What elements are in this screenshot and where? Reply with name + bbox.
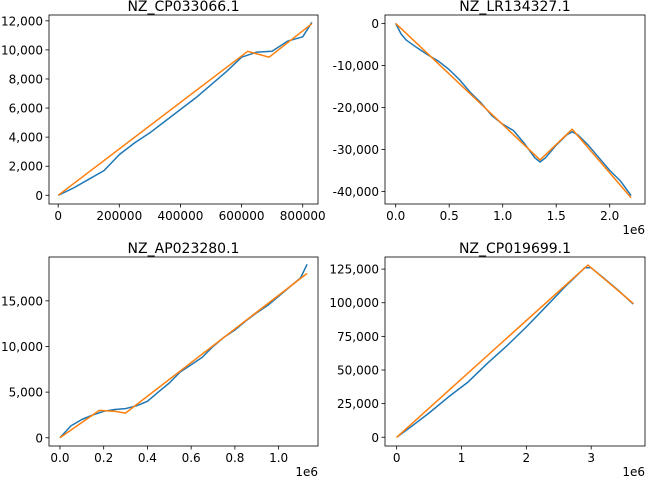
x-tick-label: 0 <box>393 451 401 465</box>
x-tick-label: 400000 <box>158 209 204 223</box>
subplot-3: 0.0 0.2 0.4 0.6 0.8 1.0 0 5,000 10,000 15,000 NZ_A… <box>1 241 319 477</box>
x-offset-label: 1e6 <box>295 465 318 477</box>
x-tick-label: 200000 <box>96 209 142 223</box>
y-tick-label: 25,000 <box>337 397 379 411</box>
x-tick-label: 2 <box>523 451 531 465</box>
series-line-1 <box>57 21 313 196</box>
x-tick-label: 0.0 <box>386 209 405 223</box>
y-tick-label: 6,000 <box>9 102 43 116</box>
x-tick-label: 1.5 <box>547 209 566 223</box>
y-tick-label: 5,000 <box>9 386 43 400</box>
subplot-title: NZ_CP019699.1 <box>459 241 571 257</box>
x-offset-label: 1e6 <box>622 223 645 237</box>
y-tick-label: 0 <box>35 189 43 203</box>
x-tick-label: 0.5 <box>440 209 459 223</box>
x-tick-label: 3 <box>587 451 595 465</box>
y-tick-label: 50,000 <box>337 363 379 377</box>
axes-frame <box>384 14 646 205</box>
series-line-2 <box>395 22 632 199</box>
y-tick-label: 10,000 <box>1 43 43 57</box>
axes-frame <box>48 14 319 205</box>
x-tick-label: 800000 <box>280 209 326 223</box>
x-tick-label: 1.0 <box>269 451 288 465</box>
x-tick-label: 2.0 <box>600 209 619 223</box>
y-tick-label: 0 <box>35 431 43 445</box>
subplot-4: 0 1 2 3 0 25,000 50,000 75,000 100,000 125,000 NZ_… <box>329 241 646 477</box>
series-line-1 <box>396 267 634 438</box>
subplot-1: 0 200000 400000 600000 800000 0 2,000 4,000 6,00… <box>1 0 326 223</box>
series-line-1 <box>59 263 308 439</box>
series-line-2 <box>59 272 308 439</box>
x-tick-label: 1.0 <box>493 209 512 223</box>
axes-frame <box>384 256 646 447</box>
y-tick-label: 75,000 <box>337 330 379 344</box>
y-tick-label: 15,000 <box>1 294 43 308</box>
x-tick-label: 1 <box>458 451 466 465</box>
y-tick-label: 10,000 <box>1 340 43 354</box>
subplot-2: 0.0 0.5 1.0 1.5 2.0 0 -10,000 -20,000 -30,000 -40… <box>333 0 646 237</box>
y-tick-label: 0 <box>371 431 379 445</box>
y-tick-label: 12,000 <box>1 14 43 28</box>
x-tick-label: 0.4 <box>138 451 157 465</box>
y-tick-label: 0 <box>371 17 379 31</box>
y-tick-label: -30,000 <box>333 143 379 157</box>
x-tick-label: 0.0 <box>50 451 69 465</box>
x-tick-label: 0.8 <box>225 451 244 465</box>
y-tick-label: -40,000 <box>333 185 379 199</box>
x-tick-label: 600000 <box>219 209 265 223</box>
y-tick-label: 2,000 <box>9 160 43 174</box>
x-tick-label: 0.6 <box>182 451 201 465</box>
series-line-2 <box>57 23 313 196</box>
subplot-title: NZ_LR134327.1 <box>459 0 570 15</box>
x-offset-label: 1e6 <box>622 465 645 477</box>
y-tick-label: 100,000 <box>329 296 379 310</box>
x-tick-label: 0.2 <box>94 451 113 465</box>
y-tick-label: 125,000 <box>329 263 379 277</box>
series-line-1 <box>395 23 632 197</box>
x-tick-label: 0 <box>54 209 62 223</box>
subplot-title: NZ_AP023280.1 <box>128 241 240 257</box>
y-tick-label: 4,000 <box>9 131 43 145</box>
y-tick-label: -10,000 <box>333 59 379 73</box>
subplot-title: NZ_CP033066.1 <box>127 0 239 15</box>
series-line-2 <box>396 264 634 438</box>
y-tick-label: 8,000 <box>9 72 43 86</box>
y-tick-label: -20,000 <box>333 101 379 115</box>
axes-frame <box>48 256 319 447</box>
